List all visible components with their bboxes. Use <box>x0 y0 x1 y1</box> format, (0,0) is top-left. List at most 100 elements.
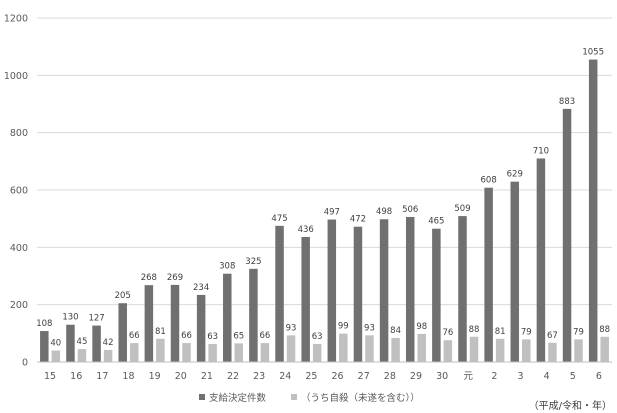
bar-payments <box>379 219 389 362</box>
x-tick-label: 4 <box>544 371 550 382</box>
bar-payments <box>170 284 180 362</box>
bar-suicide <box>312 343 322 362</box>
data-label: 93 <box>364 323 375 333</box>
x-tick-label: 15 <box>44 371 56 382</box>
data-label: 84 <box>390 326 401 336</box>
bar-payments <box>484 187 493 362</box>
data-label: 65 <box>233 331 244 341</box>
data-label: 42 <box>103 338 114 348</box>
data-label: 465 <box>428 217 444 227</box>
data-label: 67 <box>547 331 558 341</box>
data-label: 497 <box>324 208 340 218</box>
x-tick-label: 25 <box>305 371 317 382</box>
bar-payments <box>327 219 337 362</box>
x-tick-label: 19 <box>149 371 161 382</box>
data-label: 93 <box>286 323 297 333</box>
data-label: 269 <box>167 273 183 283</box>
data-label: 205 <box>115 291 131 301</box>
x-tick-label: 6 <box>596 371 602 382</box>
data-label: 234 <box>193 283 209 293</box>
x-axis-ticks: 15 16 17 18 19 20 21 22 23 24 25 26 27 28 29 30 元 2 3 4 5 6 <box>44 371 602 382</box>
legend: 支給決定件数 （うち自殺（未遂を含む）） <box>199 392 420 404</box>
y-tick-label: 200 <box>10 300 28 311</box>
data-label: 308 <box>219 262 235 272</box>
data-label: 436 <box>298 225 314 235</box>
legend-swatch-suicide <box>291 394 297 400</box>
data-label: 81 <box>495 327 506 337</box>
bar-suicide <box>417 333 426 362</box>
x-tick-label: 22 <box>227 371 239 382</box>
data-label: 79 <box>573 327 584 337</box>
data-label: 498 <box>376 207 392 217</box>
bar-suicide <box>574 339 583 362</box>
x-tick-label: 2 <box>491 371 497 382</box>
y-tick-label: 1000 <box>4 71 28 82</box>
data-label: 66 <box>129 331 140 341</box>
bar-suicide <box>339 333 348 362</box>
bar-payments <box>66 324 75 362</box>
x-tick-label: 5 <box>570 371 576 382</box>
bar-suicide <box>495 338 505 362</box>
bar-payments <box>536 158 546 362</box>
bar-payments <box>353 226 363 362</box>
data-label: 883 <box>559 97 575 107</box>
y-tick-label: 800 <box>10 128 28 139</box>
data-label: 66 <box>181 331 192 341</box>
x-tick-label: 20 <box>175 371 187 382</box>
data-label: 475 <box>271 214 287 224</box>
bar-suicide <box>260 343 270 362</box>
bars <box>40 59 609 363</box>
data-label: 1055 <box>582 48 604 58</box>
data-label: 45 <box>77 337 88 347</box>
bar-suicide <box>51 350 61 362</box>
data-label: 127 <box>88 314 104 324</box>
bar-payments <box>588 59 598 363</box>
bar-payments <box>405 216 415 362</box>
data-label: 710 <box>533 146 549 156</box>
bar-suicide <box>548 342 557 362</box>
bar-suicide <box>182 343 191 362</box>
x-tick-label: 3 <box>517 371 523 382</box>
bar-payments <box>223 273 232 362</box>
data-label: 130 <box>62 313 78 323</box>
legend-label-suicide: （うち自殺（未遂を含む）） <box>301 392 420 404</box>
bar-payments <box>458 216 467 362</box>
x-tick-label: 23 <box>253 371 265 382</box>
data-label: 40 <box>50 339 61 349</box>
x-tick-label: 元 <box>463 371 473 382</box>
bar-suicide <box>365 335 374 362</box>
data-label: 79 <box>521 327 532 337</box>
bar-suicide <box>391 337 400 362</box>
bar-suicide <box>77 349 87 362</box>
x-tick-label: 26 <box>332 371 344 382</box>
y-tick-label: 600 <box>10 186 28 197</box>
data-label: 63 <box>312 332 323 342</box>
data-label: 608 <box>481 176 497 186</box>
legend-label-payments: 支給決定件数 <box>209 392 267 404</box>
data-label: 88 <box>599 325 610 335</box>
data-label: 98 <box>416 322 427 332</box>
data-label: 88 <box>469 325 480 335</box>
data-label: 629 <box>507 170 523 180</box>
data-label: 81 <box>155 327 166 337</box>
bar-suicide <box>129 343 139 362</box>
data-label: 268 <box>141 273 157 283</box>
bar-suicide <box>286 335 296 362</box>
bar-payments <box>432 228 441 362</box>
bar-suicide <box>522 339 531 362</box>
unit-note: （平成/令和・年） <box>529 399 612 412</box>
grid-lines <box>37 17 612 306</box>
data-label: 325 <box>245 257 261 267</box>
bar-payments <box>301 237 310 362</box>
data-label: 506 <box>402 205 418 215</box>
data-label: 472 <box>350 215 366 225</box>
data-label: 66 <box>259 331 270 341</box>
y-tick-label: 1200 <box>4 14 28 25</box>
bar-payments <box>510 181 520 362</box>
data-label: 99 <box>338 322 349 332</box>
y-tick-label: 0 <box>22 358 28 369</box>
y-axis-ticks: 0 200 400 600 800 1000 1200 <box>4 14 28 369</box>
data-labels: 108 40 130 45 127 42 205 66 268 81 269 66 234 63 308 65… <box>36 48 610 349</box>
x-tick-label: 27 <box>358 371 370 382</box>
x-tick-label: 30 <box>436 371 448 382</box>
